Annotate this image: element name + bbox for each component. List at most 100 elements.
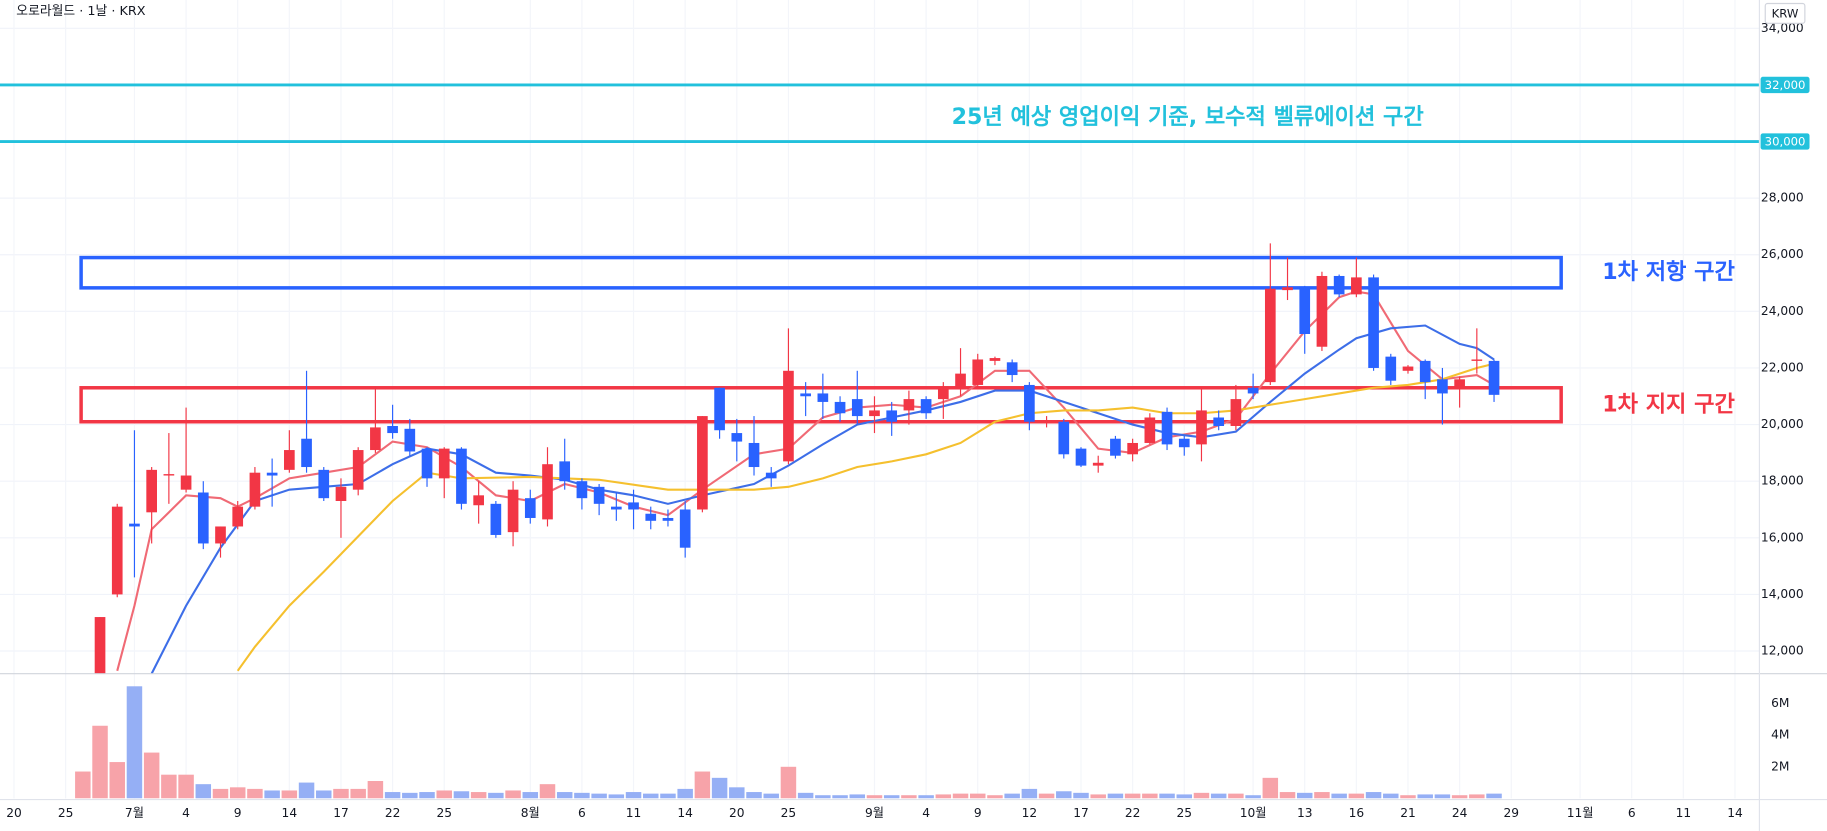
volume-tick-label: 6M	[1771, 696, 1789, 710]
volume-bar	[178, 774, 194, 799]
price-label-box	[1760, 76, 1810, 94]
volume-bar	[195, 784, 212, 799]
candle-body	[817, 393, 829, 402]
candle-body	[266, 472, 278, 476]
candle-body	[1488, 360, 1500, 395]
x-tick-label: 6	[1628, 806, 1636, 820]
candle-body	[748, 442, 760, 468]
x-tick-label: 6	[578, 806, 586, 820]
volume-bar	[1279, 792, 1296, 799]
x-tick-label: 22	[385, 806, 401, 820]
volume-bar	[1056, 791, 1072, 799]
candle-body	[1351, 277, 1362, 295]
price-pane	[0, 83, 1760, 674]
volume-bar	[470, 792, 487, 799]
volume-tick-label: 2M	[1771, 759, 1789, 773]
candle-body	[180, 475, 192, 490]
volume-bar	[677, 788, 693, 799]
candle-body	[714, 387, 725, 431]
volume-bar	[608, 794, 625, 799]
volume-bar	[866, 795, 883, 799]
currency: KRW	[1772, 6, 1799, 20]
candle-body	[576, 481, 588, 499]
x-tick-label: 17	[1073, 806, 1089, 820]
y-tick-label: 24,000	[1761, 304, 1804, 318]
chart-title: 오로라월드 · 1날 · KRX	[16, 4, 145, 19]
candle-body	[197, 492, 209, 544]
volume-bar	[1159, 793, 1175, 799]
candle-body	[1041, 420, 1052, 424]
x-tick-label: 4	[922, 806, 930, 820]
volume-bar	[797, 792, 814, 799]
volume-bar	[522, 792, 539, 799]
zone-label: 1차 지지 구간	[1602, 391, 1735, 417]
x-tick-label: 16	[1349, 806, 1365, 820]
volume-bar	[1383, 793, 1399, 799]
volume-bar	[1469, 794, 1485, 799]
price-label: 30,000	[1765, 135, 1806, 149]
volume-bar	[505, 790, 521, 799]
x-tick-label: 11	[1676, 806, 1692, 820]
x-tick-label: 9	[234, 806, 242, 820]
volume-bar	[1417, 794, 1433, 799]
candle-body	[920, 399, 932, 414]
volume-bar	[143, 752, 160, 799]
candle-body	[1196, 410, 1207, 445]
volume-bar	[625, 792, 642, 799]
x-tick-label: 21	[1400, 806, 1416, 820]
candle-body	[989, 358, 1001, 361]
volume-bar	[453, 791, 470, 799]
volume-bar	[1331, 793, 1347, 799]
candle-body	[524, 498, 536, 518]
x-tick-label: 25	[436, 806, 452, 820]
volume-bar	[746, 792, 762, 799]
candle-body	[903, 399, 915, 411]
volume-bar	[935, 794, 952, 799]
volume-bar	[247, 788, 263, 799]
candle-body	[490, 503, 502, 535]
volume-bar	[1090, 794, 1106, 799]
volume-bar	[780, 766, 797, 799]
volume-bar	[711, 777, 728, 799]
price-label-box	[1760, 133, 1810, 150]
volume-bar	[109, 762, 125, 799]
price-label: 32,000	[1765, 78, 1806, 92]
volume-bar	[694, 771, 711, 799]
candle-body	[1247, 387, 1259, 394]
volume-bar	[1314, 792, 1330, 799]
candle-body	[352, 450, 364, 490]
volume-bar	[281, 790, 298, 799]
candle-body	[1299, 288, 1311, 334]
x-tick-label: 4	[182, 806, 190, 820]
volume-bar	[729, 787, 745, 799]
x-tick-label: 20	[729, 806, 745, 820]
candle-body	[370, 427, 381, 451]
volume-bar	[883, 795, 900, 799]
volume-bar	[75, 771, 91, 799]
candle-body	[1282, 287, 1293, 291]
volume-tick-label: 4M	[1771, 728, 1789, 742]
candle-body	[387, 425, 398, 434]
candle-body	[851, 399, 863, 417]
volume-bar	[591, 793, 607, 799]
candle-body	[542, 464, 553, 520]
x-tick-label: 11월	[1567, 806, 1594, 820]
moving-average	[236, 362, 1495, 672]
candle-body	[1264, 288, 1276, 383]
candle-body	[301, 438, 312, 468]
volume-bar	[161, 774, 177, 799]
volume-bar	[367, 781, 384, 799]
candle-body	[679, 509, 691, 548]
volume-bar	[849, 794, 866, 799]
candle-body	[1368, 277, 1379, 368]
volume-bar	[350, 788, 366, 799]
x-tick-label: 17	[333, 806, 349, 820]
candle-body	[1454, 379, 1465, 388]
candle-body	[129, 523, 140, 527]
candle-body	[834, 401, 846, 414]
volume-bar	[333, 788, 349, 799]
candle-body	[765, 472, 777, 479]
